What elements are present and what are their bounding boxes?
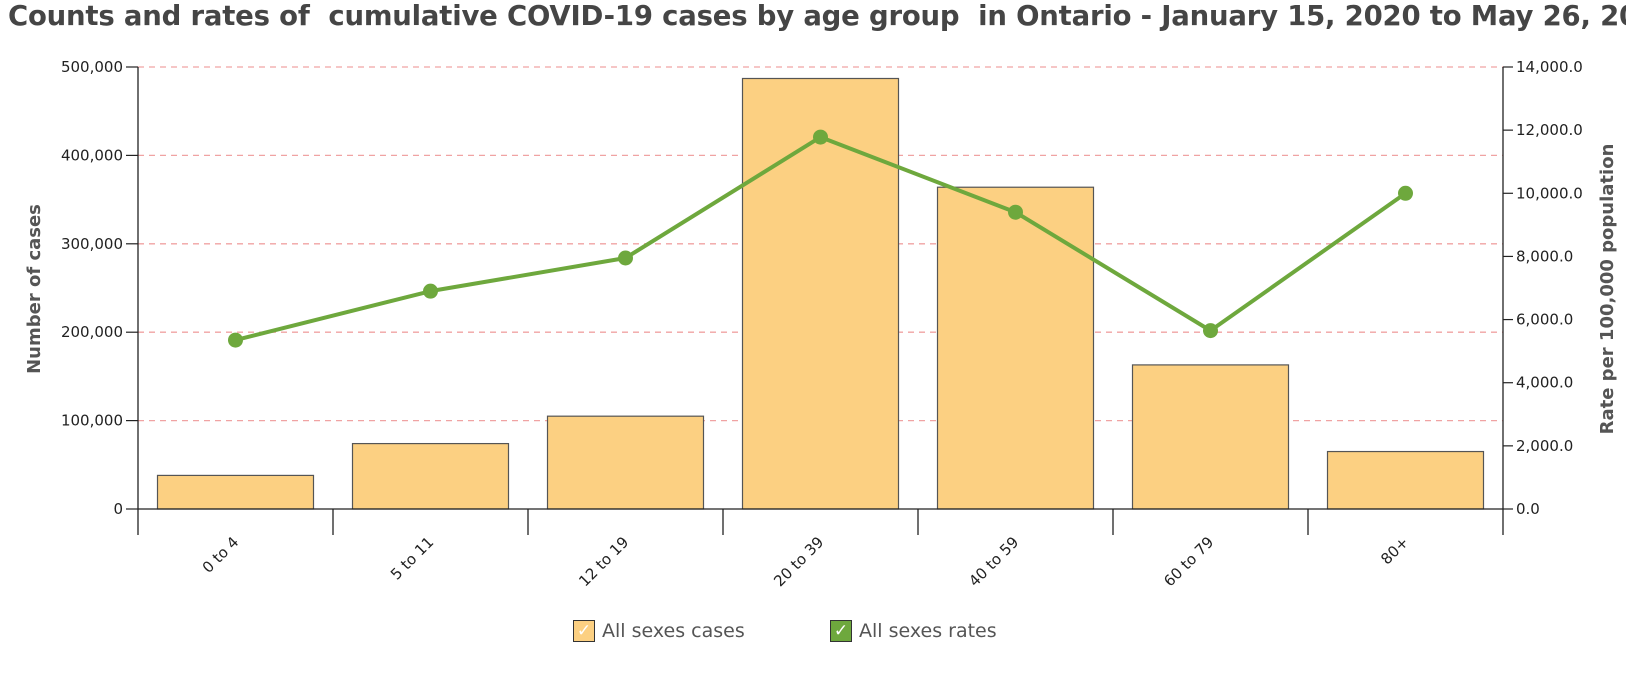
legend-cases-check-icon[interactable]: ✓ xyxy=(573,620,595,642)
x-tick-label: 80+ xyxy=(1377,533,1412,568)
y-tick-label: 0 xyxy=(113,500,123,518)
y-tick-label: 500,000 xyxy=(61,58,123,76)
y2-tick-label: 10,000.0 xyxy=(1516,184,1583,202)
rate-point-40-to-59 xyxy=(1008,204,1023,220)
y-tick-label: 200,000 xyxy=(61,323,123,341)
y2-tick-label: 2,000.0 xyxy=(1516,437,1573,455)
y-axis-title: Number of cases xyxy=(24,204,45,374)
legend-rates-check-icon[interactable]: ✓ xyxy=(830,620,852,642)
y-tick-label: 300,000 xyxy=(61,235,123,253)
y2-tick-label: 0.0 xyxy=(1516,500,1540,518)
x-tick-label: 5 to 11 xyxy=(387,533,437,583)
legend-rates-label: All sexes rates xyxy=(859,620,997,642)
bar-60-to-79 xyxy=(1131,364,1290,510)
rate-point-12-to-19 xyxy=(618,250,633,266)
y2-tick-label: 12,000.0 xyxy=(1516,121,1583,139)
bar-40-to-59 xyxy=(936,186,1095,510)
chart-title: Counts and rates of cumulative COVID-19 … xyxy=(8,0,1626,32)
x-tick-label: 40 to 59 xyxy=(965,533,1022,590)
bar-80+ xyxy=(1326,450,1485,510)
x-tick-label: 60 to 79 xyxy=(1160,533,1217,590)
y2-tick-label: 14,000.0 xyxy=(1516,58,1583,76)
rate-point-80+ xyxy=(1398,185,1413,201)
x-tick-label: 0 to 4 xyxy=(199,533,243,577)
y2-tick-label: 8,000.0 xyxy=(1516,247,1573,265)
bar-20-to-39 xyxy=(741,77,900,510)
y-tick-label: 400,000 xyxy=(61,146,123,164)
rate-point-5-to-11 xyxy=(423,283,438,299)
bar-5-to-11 xyxy=(351,442,510,510)
x-tick-label: 20 to 39 xyxy=(770,533,827,590)
y2-axis-title: Rate per 100,000 population xyxy=(1597,144,1618,435)
bar-0-to-4 xyxy=(156,474,315,510)
y2-tick-label: 6,000.0 xyxy=(1516,311,1573,329)
x-tick-label: 12 to 19 xyxy=(575,533,632,590)
rate-point-20-to-39 xyxy=(813,129,828,145)
legend-item-cases[interactable]: ✓ All sexes cases xyxy=(573,620,745,642)
legend-item-rates[interactable]: ✓ All sexes rates xyxy=(830,620,997,642)
rate-point-0-to-4 xyxy=(228,332,243,348)
y2-tick-label: 4,000.0 xyxy=(1516,374,1573,392)
y-tick-label: 100,000 xyxy=(61,412,123,430)
rate-point-60-to-79 xyxy=(1203,323,1218,339)
legend-cases-label: All sexes cases xyxy=(602,620,745,642)
bar-12-to-19 xyxy=(546,415,705,510)
